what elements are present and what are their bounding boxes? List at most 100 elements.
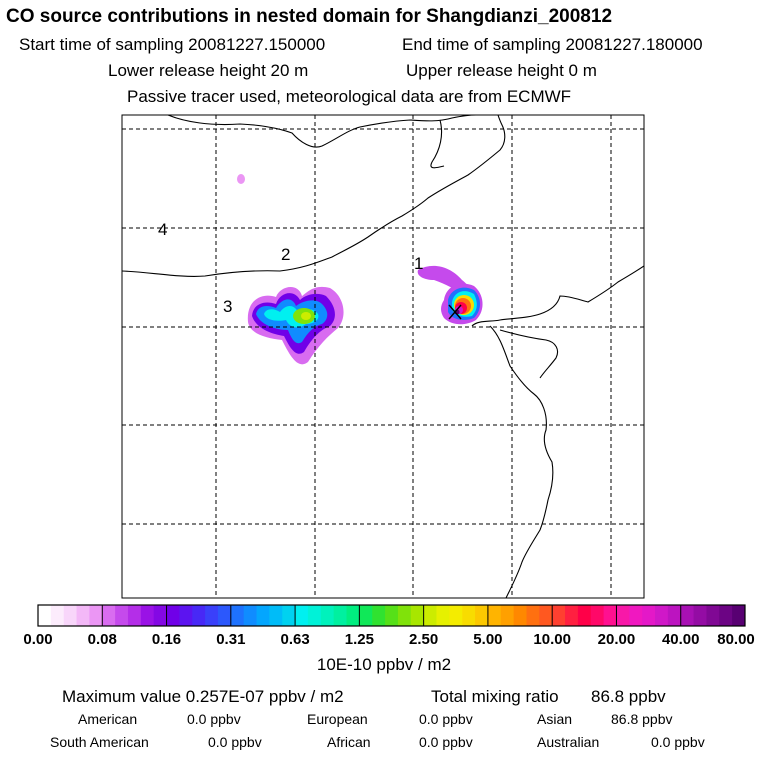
boundary-line-river <box>430 119 445 169</box>
region-label-4: 4 <box>158 220 167 239</box>
coastline-bay <box>489 325 554 598</box>
colorbar-tick-label: 20.00 <box>597 631 636 648</box>
colorbar-cell <box>372 605 386 626</box>
region-label-3: 3 <box>223 297 232 316</box>
colorbar-cell <box>732 605 746 626</box>
colorbar-tick-label: 0.31 <box>216 631 246 648</box>
colorbar-cell <box>282 605 296 626</box>
colorbar-cell <box>590 605 605 626</box>
region-american-value: 0.0 ppbv <box>187 711 241 727</box>
colorbar-cell <box>449 605 463 626</box>
colorbar-cell <box>307 605 322 626</box>
colorbar-cell <box>243 605 258 626</box>
colorbar-tick-label: 80.00 <box>717 631 755 648</box>
upper-release-height: Upper release height 0 m <box>406 61 597 80</box>
colorbar-tick-label: 0.63 <box>280 631 310 648</box>
colorbar-cell <box>217 605 232 626</box>
colorbar-tick-label: 0.00 <box>23 631 53 648</box>
colorbar-cell <box>295 605 309 626</box>
region-south-american-value: 0.0 ppbv <box>208 734 262 750</box>
colorbar-cell <box>76 605 90 626</box>
colorbar-cell <box>89 605 103 626</box>
colorbar-cell <box>513 605 527 626</box>
colorbar-cell <box>680 605 695 626</box>
colorbar-cell <box>719 605 733 626</box>
colorbar-dividers <box>101 605 682 626</box>
region-south-american-label: South American <box>50 734 149 750</box>
colorbar-unit: 10E-10 ppbv / m2 <box>316 655 452 674</box>
colorbar-cell <box>462 605 476 626</box>
colorbar-cell <box>667 605 682 626</box>
region-african-value: 0.0 ppbv <box>419 734 473 750</box>
colorbar-cell <box>50 605 65 626</box>
region-label-1: 1 <box>414 254 423 273</box>
region-american-label: American <box>78 711 138 727</box>
colorbar-cell <box>565 605 579 626</box>
colorbar-cell <box>423 605 437 626</box>
passive-tracer-note: Passive tracer used, meteorological data… <box>127 87 572 106</box>
start-time: Start time of sampling 20081227.150000 <box>19 35 326 54</box>
region-label-2: 2 <box>281 245 290 264</box>
colorbar-cell <box>63 605 78 626</box>
colorbar <box>38 605 746 626</box>
colorbar-cell <box>642 605 656 626</box>
coastline-inlet <box>499 329 559 379</box>
total-mixing-ratio-value: 86.8 ppbv <box>591 687 666 706</box>
colorbar-cell <box>629 605 643 626</box>
colorbar-cell <box>346 605 360 626</box>
colorbar-cell <box>205 605 219 626</box>
lower-release-height: Lower release height 20 m <box>108 61 309 80</box>
boundary-line-north <box>167 115 477 148</box>
receptor-marker <box>448 304 462 320</box>
coastline-east <box>471 265 644 327</box>
colorbar-cell <box>500 605 515 626</box>
total-mixing-ratio-label: Total mixing ratio <box>431 687 559 706</box>
colorbar-cell <box>410 605 425 626</box>
colorbar-tick-label: 0.08 <box>87 631 117 648</box>
max-value: Maximum value 0.257E-07 ppbv / m2 <box>62 687 344 706</box>
end-time: End time of sampling 20081227.180000 <box>402 35 703 54</box>
colorbar-cell <box>655 605 669 626</box>
colorbar-cell <box>179 605 193 626</box>
region-australian-value: 0.0 ppbv <box>651 734 705 750</box>
colorbar-tick-label: 1.25 <box>344 631 374 648</box>
colorbar-cell <box>102 605 116 626</box>
colorbar-cell <box>333 605 347 626</box>
colorbar-cell <box>487 605 502 626</box>
map-grid <box>122 115 644 598</box>
colorbar-cell <box>192 605 206 626</box>
colorbar-cell <box>475 605 489 626</box>
region-asian-value: 86.8 ppbv <box>611 711 673 727</box>
colorbar-tick-label: 10.00 <box>533 631 571 648</box>
region-australian-label: Australian <box>537 734 600 750</box>
colorbar-cell <box>256 605 270 626</box>
colorbar-cell <box>436 605 450 626</box>
boundary-line-west <box>122 115 506 277</box>
colorbar-cell <box>552 605 566 626</box>
colorbar-cell <box>166 605 180 626</box>
colorbar-cell <box>526 605 540 626</box>
colorbar-cell <box>115 605 129 626</box>
colorbar-cell <box>38 605 52 626</box>
colorbar-cell <box>539 605 553 626</box>
region-asian-label: Asian <box>537 711 573 727</box>
colorbar-frame <box>37 604 746 627</box>
region-european-label: European <box>307 711 368 727</box>
map-frame <box>121 114 645 599</box>
colorbar-cell <box>577 605 592 626</box>
coastline-layer <box>122 115 644 598</box>
colorbar-cell <box>359 605 373 626</box>
colorbar-tick-label: 0.16 <box>151 631 182 648</box>
colorbar-cell <box>385 605 399 626</box>
colorbar-cell <box>140 605 155 626</box>
colorbar-tick-label: 2.50 <box>409 631 439 648</box>
colorbar-cell <box>320 605 335 626</box>
colorbar-cell <box>616 605 630 626</box>
colorbar-cell <box>706 605 720 626</box>
colorbar-cell <box>269 605 283 626</box>
colorbar-cell <box>127 605 142 626</box>
colorbar-cell <box>230 605 245 626</box>
plume-layer <box>237 174 483 365</box>
chart-title: CO source contributions in nested domain… <box>6 6 613 27</box>
